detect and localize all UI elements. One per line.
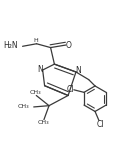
Text: H: H bbox=[34, 38, 38, 43]
Text: H₂N: H₂N bbox=[3, 41, 18, 50]
Text: N: N bbox=[75, 66, 81, 75]
Text: CH₃: CH₃ bbox=[29, 90, 41, 95]
Text: O: O bbox=[66, 40, 72, 49]
Text: Cl: Cl bbox=[96, 120, 104, 129]
Text: CH₃: CH₃ bbox=[18, 104, 29, 109]
Text: Cl: Cl bbox=[66, 85, 74, 94]
Text: CH₃: CH₃ bbox=[38, 120, 50, 125]
Text: N: N bbox=[37, 65, 43, 74]
